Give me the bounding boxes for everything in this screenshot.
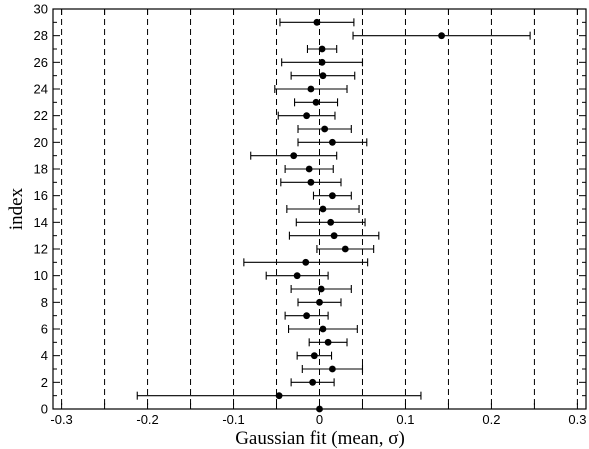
y-tick-label: 6 xyxy=(41,322,48,337)
y-tick-label: 8 xyxy=(41,295,48,310)
data-point xyxy=(303,312,311,320)
y-tick-label: 26 xyxy=(34,55,48,70)
data-point xyxy=(330,232,338,240)
data-point xyxy=(312,98,320,106)
data-point xyxy=(302,258,310,266)
x-tick-label: 0.2 xyxy=(482,412,500,427)
data-point xyxy=(290,152,298,160)
data-point xyxy=(328,192,336,200)
data-point xyxy=(318,45,326,53)
x-tick-label: 0.3 xyxy=(568,412,586,427)
data-point xyxy=(341,245,349,253)
data-point xyxy=(309,378,317,386)
data-point xyxy=(321,125,329,133)
data-point xyxy=(275,392,283,400)
y-tick-label: 28 xyxy=(34,28,48,43)
data-point xyxy=(319,72,327,80)
y-tick-label: 0 xyxy=(41,402,48,417)
y-tick-label: 24 xyxy=(34,82,48,97)
x-axis-title: Gaussian fit (mean, σ) xyxy=(235,428,405,449)
y-tick-label: 4 xyxy=(41,348,48,363)
data-point xyxy=(324,338,332,346)
y-tick-label: 22 xyxy=(34,108,48,123)
x-tick-label: 0 xyxy=(316,412,323,427)
y-tick-label: 2 xyxy=(41,375,48,390)
data-point xyxy=(328,138,336,146)
data-point xyxy=(293,272,301,280)
data-point xyxy=(307,85,315,93)
data-point xyxy=(318,58,326,66)
x-tick-label: 0.1 xyxy=(396,412,414,427)
x-tick-labels: -0.3 -0.2 -0.1 0 0.1 0.2 0.3 xyxy=(50,412,586,427)
y-axis-title: index xyxy=(6,187,27,230)
error-bars xyxy=(136,18,531,400)
data-point xyxy=(317,285,325,293)
data-point xyxy=(319,325,327,333)
y-tick-label: 30 xyxy=(34,2,48,17)
data-point xyxy=(327,218,335,226)
y-tick-label: 16 xyxy=(34,188,48,203)
x-tick-label: -0.2 xyxy=(136,412,158,427)
data-point xyxy=(438,32,445,40)
data-point xyxy=(328,365,336,373)
data-points xyxy=(275,18,445,413)
data-point xyxy=(307,178,315,186)
data-point xyxy=(313,18,321,26)
x-tick-label: -0.1 xyxy=(222,412,244,427)
x-tick-label: -0.3 xyxy=(50,412,72,427)
data-point xyxy=(319,205,327,213)
y-tick-label: 12 xyxy=(34,242,48,257)
data-point xyxy=(303,112,311,120)
y-tick-label: 10 xyxy=(34,268,48,283)
y-tick-label: 18 xyxy=(34,162,48,177)
data-point xyxy=(316,298,323,306)
data-point xyxy=(310,352,318,360)
axis-ticks xyxy=(53,8,586,410)
y-tick-label: 14 xyxy=(34,215,48,230)
data-point xyxy=(305,165,313,173)
y-tick-label: 20 xyxy=(34,135,48,150)
